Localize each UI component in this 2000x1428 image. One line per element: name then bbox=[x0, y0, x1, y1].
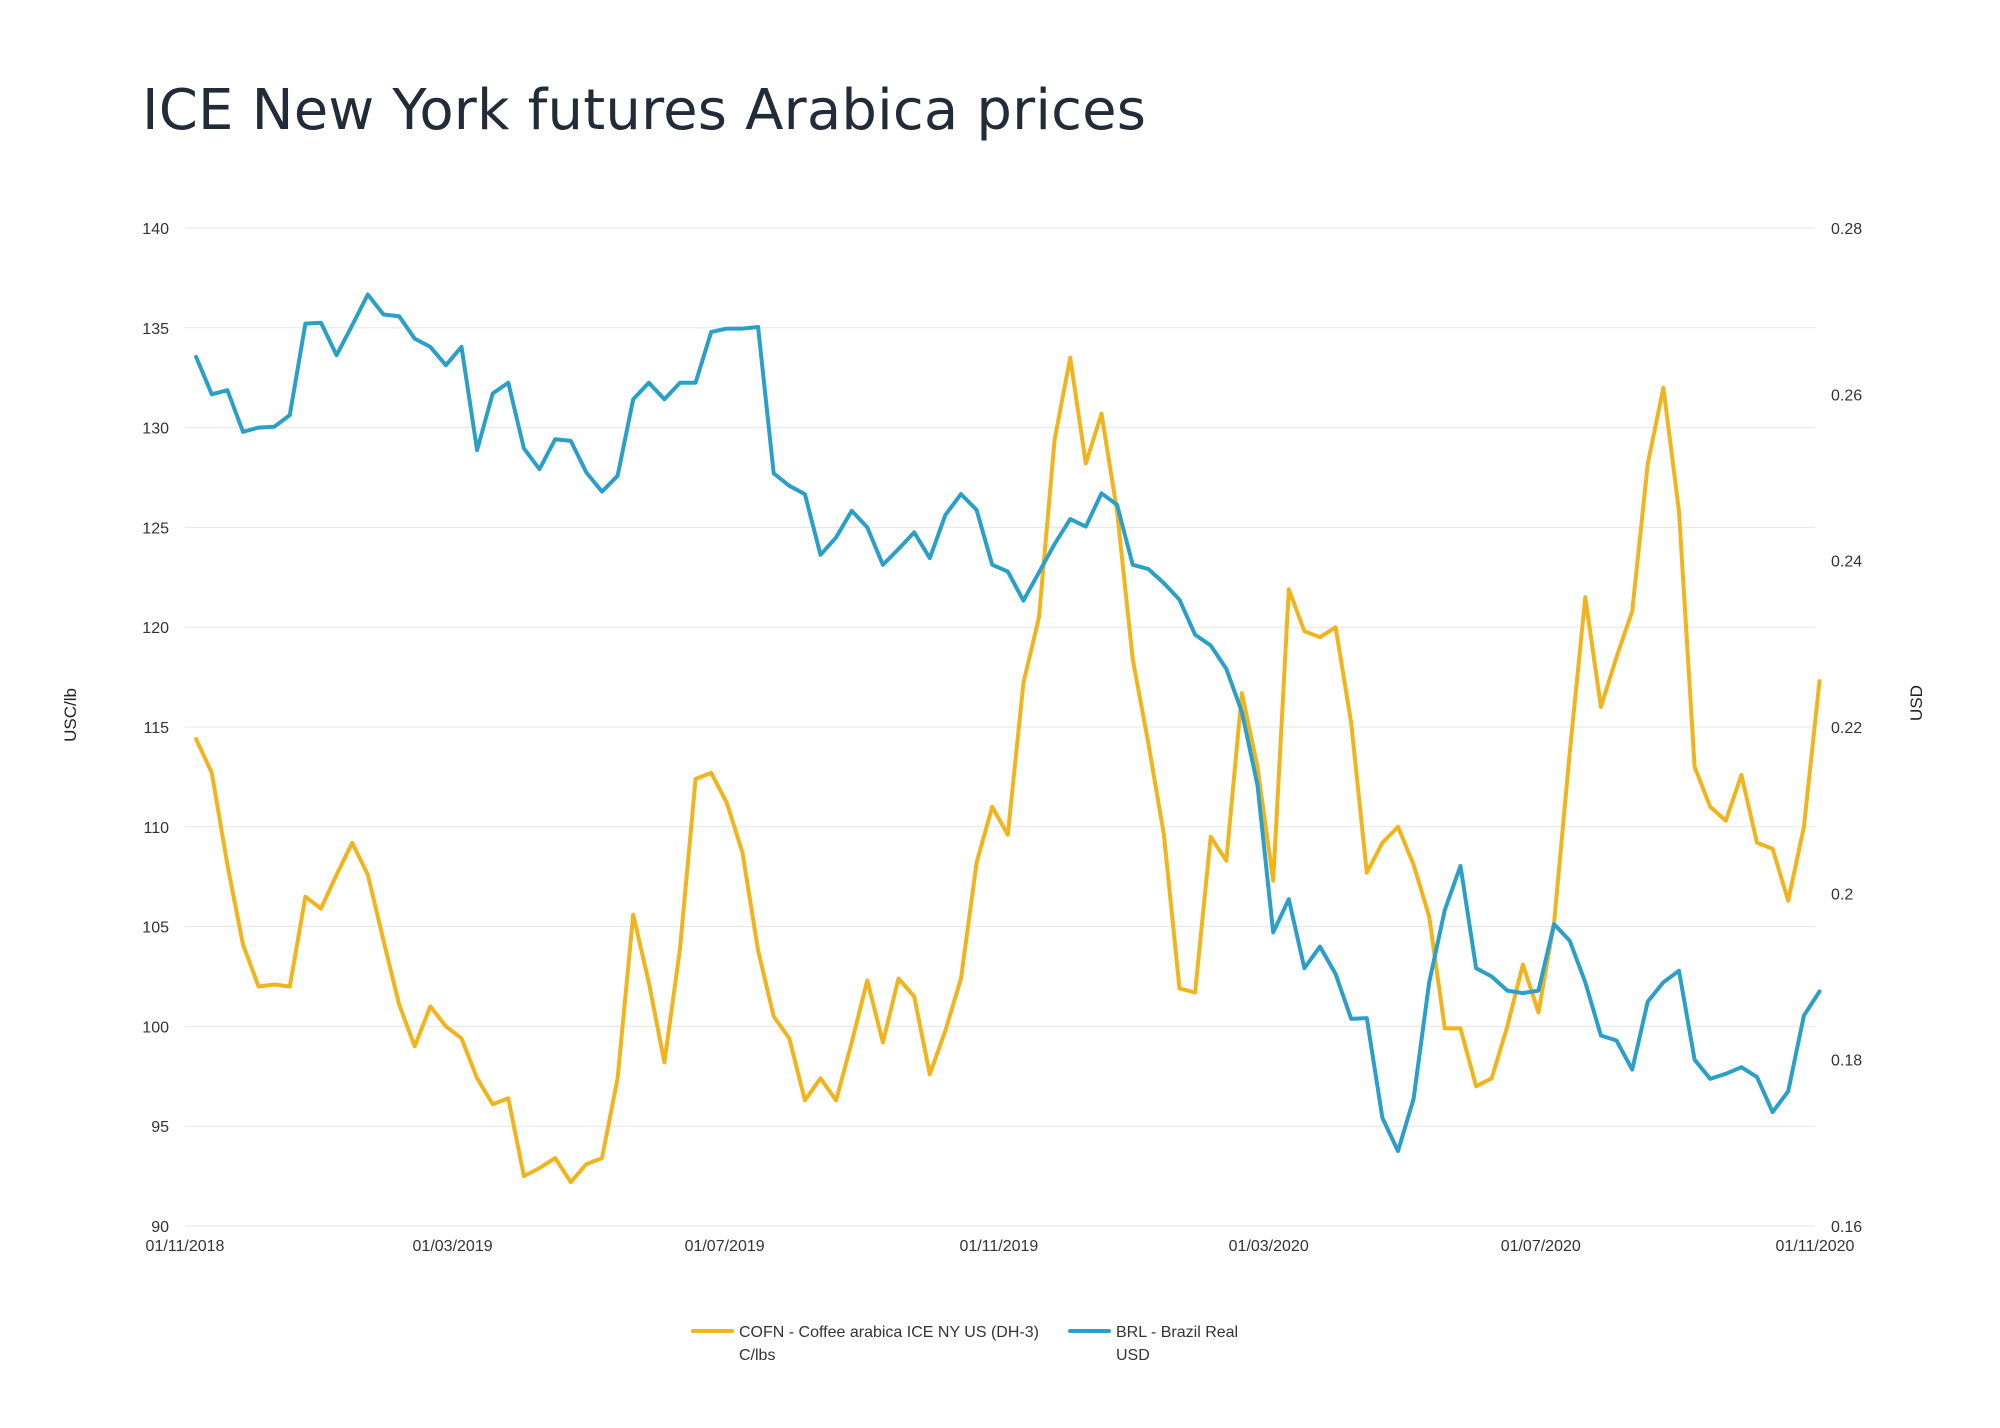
left-tick-label: 95 bbox=[151, 1119, 169, 1136]
series-lines bbox=[194, 292, 1822, 1185]
right-tick-label: 0.16 bbox=[1831, 1219, 1862, 1236]
x-tick-label: 01/03/2020 bbox=[1229, 1238, 1309, 1255]
x-tick-label: 01/07/2019 bbox=[685, 1238, 765, 1255]
right-tick-label: 0.2 bbox=[1831, 886, 1853, 903]
right-axis-title: USD bbox=[1907, 685, 1926, 721]
legend-label-brl: BRL - Brazil Real bbox=[1116, 1324, 1238, 1341]
left-axis-ticks: 90 95 100 105 110 115 120 125 130 135 140 bbox=[142, 221, 169, 1236]
x-axis-ticks: 01/11/2018 01/03/2019 01/07/2019 01/11/2019… bbox=[146, 1238, 1855, 1255]
legend: COFN - Coffee arabica ICE NY US (DH-3) C… bbox=[691, 1324, 1238, 1364]
x-tick-label: 01/11/2019 bbox=[959, 1238, 1038, 1255]
series-line-cofn bbox=[194, 355, 1822, 1185]
x-tick-label: 01/11/2020 bbox=[1776, 1238, 1855, 1255]
x-tick-label: 01/03/2019 bbox=[413, 1238, 493, 1255]
left-tick-label: 130 bbox=[142, 421, 169, 438]
left-tick-label: 125 bbox=[142, 520, 169, 537]
right-tick-label: 0.24 bbox=[1831, 554, 1862, 571]
left-tick-label: 110 bbox=[143, 820, 169, 837]
right-axis-ticks: 0.16 0.18 0.2 0.22 0.24 0.26 0.28 bbox=[1831, 221, 1862, 1236]
legend-label-brl-unit: USD bbox=[1116, 1347, 1150, 1364]
legend-item-cofn: COFN - Coffee arabica ICE NY US (DH-3) C… bbox=[691, 1324, 1039, 1364]
right-tick-label: 0.18 bbox=[1831, 1053, 1862, 1070]
legend-label-cofn: COFN - Coffee arabica ICE NY US (DH-3) bbox=[739, 1324, 1039, 1341]
left-tick-label: 135 bbox=[142, 321, 169, 338]
x-tick-label: 01/07/2020 bbox=[1501, 1238, 1581, 1255]
left-tick-label: 140 bbox=[142, 221, 169, 238]
series-line-brl bbox=[194, 292, 1822, 1154]
right-tick-label: 0.22 bbox=[1831, 720, 1862, 737]
legend-label-cofn-unit: C/lbs bbox=[739, 1347, 775, 1364]
x-tick-label: 01/11/2018 bbox=[146, 1238, 225, 1255]
left-tick-label: 115 bbox=[143, 720, 169, 737]
left-tick-label: 105 bbox=[142, 920, 169, 937]
left-tick-label: 90 bbox=[151, 1219, 169, 1236]
left-tick-label: 120 bbox=[142, 620, 169, 637]
gridlines bbox=[185, 227, 1815, 1227]
legend-item-brl: BRL - Brazil Real USD bbox=[1068, 1324, 1238, 1364]
right-tick-label: 0.26 bbox=[1831, 387, 1862, 404]
left-tick-label: 100 bbox=[142, 1019, 169, 1036]
left-axis-title: USC/lb bbox=[61, 688, 80, 742]
page-title: ICE New York futures Arabica prices bbox=[142, 78, 1147, 143]
right-tick-label: 0.28 bbox=[1831, 221, 1862, 238]
